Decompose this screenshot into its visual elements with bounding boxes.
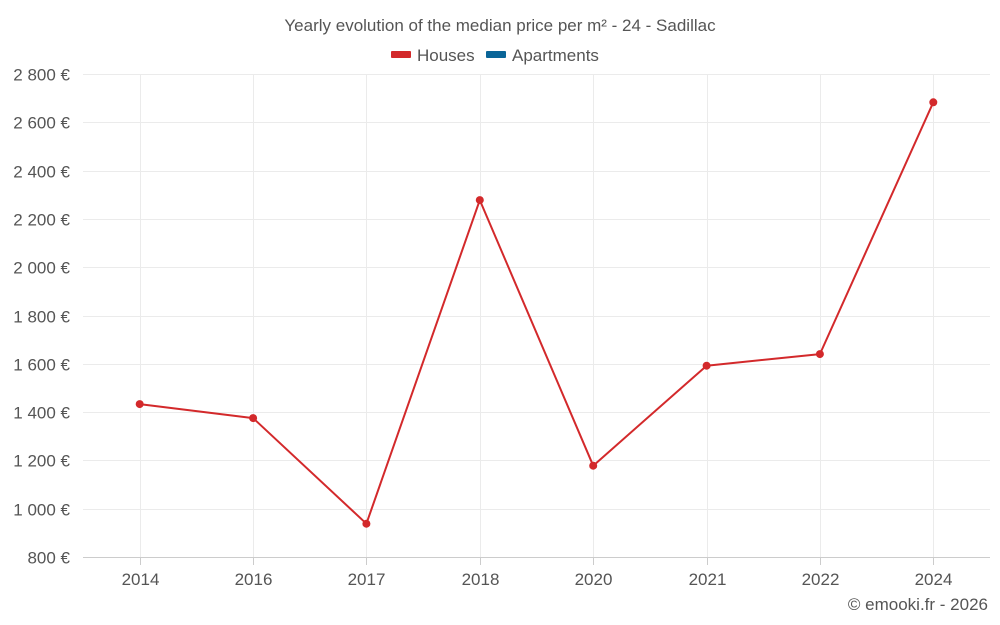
data-point-2018[interactable] xyxy=(475,196,484,205)
series-line-houses xyxy=(139,101,935,525)
credit-text[interactable]: © emooki.fr - 2026 xyxy=(848,595,988,614)
y-tick-label: 2 600 € xyxy=(13,114,70,133)
x-axis: 2014 2016 2017 2018 2020 2021 2022 2024 xyxy=(83,557,990,589)
data-point-2014[interactable] xyxy=(135,400,144,409)
y-axis: 800 € 1 000 € 1 200 € 1 400 € 1 600 € 1 800 €… xyxy=(13,66,70,568)
x-tick-label: 2014 xyxy=(122,570,160,589)
y-tick-label: 1 800 € xyxy=(13,308,70,327)
x-tick-label: 2024 xyxy=(915,570,953,589)
y-tick-label: 1 400 € xyxy=(13,404,70,423)
x-tick-label: 2020 xyxy=(575,570,613,589)
y-tick-label: 2 800 € xyxy=(13,66,70,85)
legend-swatch-apartments xyxy=(486,51,506,58)
plot-area xyxy=(135,98,938,528)
y-tick-label: 1 000 € xyxy=(13,501,70,520)
y-tick-label: 1 600 € xyxy=(13,356,70,375)
legend-label-apartments: Apartments xyxy=(512,46,599,65)
x-tick-label: 2018 xyxy=(462,570,500,589)
legend: Houses Apartments xyxy=(391,46,599,65)
x-tick-label: 2016 xyxy=(235,570,273,589)
x-tick-label: 2021 xyxy=(689,570,727,589)
data-point-2020[interactable] xyxy=(589,461,598,470)
y-tick-label: 1 200 € xyxy=(13,452,70,471)
legend-item-apartments[interactable]: Apartments xyxy=(486,46,599,65)
x-tick-label: 2017 xyxy=(348,570,386,589)
y-tick-label: 2 200 € xyxy=(13,211,70,230)
legend-item-houses[interactable]: Houses xyxy=(391,46,475,65)
data-point-2022[interactable] xyxy=(815,350,824,359)
legend-swatch-houses xyxy=(391,51,411,58)
legend-label-houses: Houses xyxy=(417,46,475,65)
y-tick-label: 800 € xyxy=(27,549,70,568)
chart-title: Yearly evolution of the median price per… xyxy=(284,16,716,35)
data-point-2024[interactable] xyxy=(929,98,938,107)
x-tick-label: 2022 xyxy=(802,570,840,589)
grid xyxy=(83,74,990,557)
data-point-2021[interactable] xyxy=(702,361,711,370)
data-point-2016[interactable] xyxy=(249,414,258,423)
data-point-2017[interactable] xyxy=(362,519,371,528)
y-tick-label: 2 000 € xyxy=(13,259,70,278)
y-tick-label: 2 400 € xyxy=(13,163,70,182)
